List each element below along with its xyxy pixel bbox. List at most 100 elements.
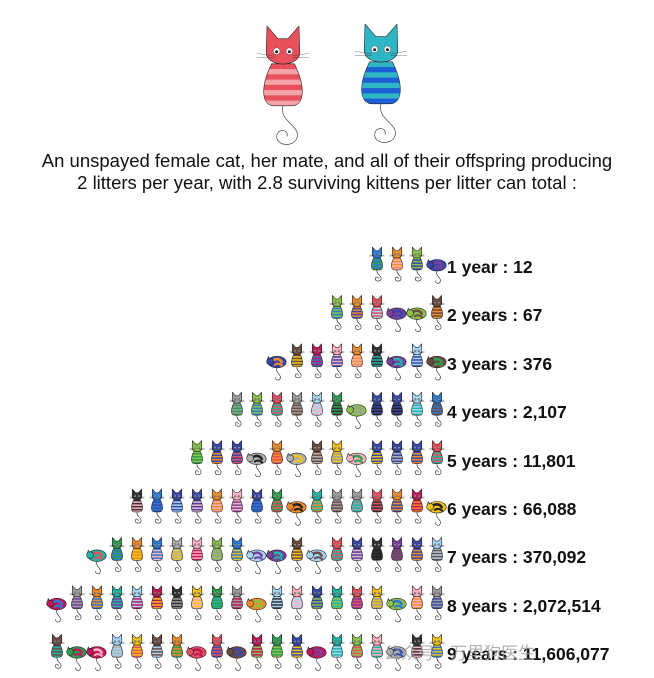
kitten-icon: [209, 537, 225, 572]
row-label-year-4: 4 years : 2,107: [447, 402, 567, 423]
kitten-icon: [369, 440, 385, 475]
kitten-icon: [329, 488, 345, 524]
kitten-icon: [49, 633, 65, 669]
kitten-icon: [129, 488, 145, 524]
kitten-icon: [249, 488, 265, 524]
cat-row-year-5: [189, 440, 445, 478]
kitten-icon: [349, 488, 365, 524]
kitten-icon: [289, 633, 305, 669]
kitten-icon: [249, 633, 265, 669]
kitten-icon: [409, 537, 425, 572]
cat-row-year-2: [329, 295, 445, 332]
kitten-icon: [389, 488, 405, 524]
cat-row-year-4: [229, 391, 445, 429]
kitten-icon: [389, 391, 405, 427]
row-label-year-2: 2 years : 67: [447, 305, 543, 326]
kitten-icon: [409, 343, 425, 379]
kitten-icon: [289, 537, 305, 572]
kitten-icon: [329, 391, 345, 427]
kitten-icon: [369, 537, 385, 572]
kitten-icon: [286, 452, 307, 478]
cat-row-year-6: [129, 488, 447, 526]
kitten-icon: [129, 537, 145, 572]
kitten-icon: [369, 585, 385, 621]
kitten-icon: [389, 537, 405, 572]
kitten-icon: [269, 585, 285, 621]
kitten-icon: [266, 549, 287, 574]
kitten-icon: [266, 355, 287, 381]
kitten-icon: [429, 537, 445, 572]
watermark: 公众号 · 万里狗医生: [384, 644, 536, 663]
kitten-icon: [169, 633, 185, 669]
kitten-icon: [129, 633, 145, 669]
kitten-icon: [309, 488, 325, 524]
kitten-icon: [286, 501, 307, 526]
kitten-icon: [269, 488, 285, 524]
kitten-icon: [289, 343, 305, 379]
kitten-icon: [229, 585, 245, 621]
kitten-icon: [169, 585, 185, 621]
kitten-icon: [209, 585, 225, 621]
kitten-icon: [149, 585, 165, 621]
kitten-icon: [189, 440, 205, 475]
kitten-icon: [349, 343, 365, 379]
kitten-icon: [346, 404, 367, 429]
cat-row-year-9: [49, 633, 445, 671]
kitten-icon: [229, 537, 245, 572]
kitten-icon: [329, 537, 345, 572]
kitten-icon: [386, 355, 407, 381]
kitten-icon: [389, 246, 405, 282]
kitten-icon: [246, 597, 267, 623]
kitten-icon: [409, 633, 425, 669]
kitten-icon: [86, 549, 107, 574]
kitten-icon: [426, 355, 447, 381]
row-label-year-5: 5 years : 11,801: [447, 450, 576, 471]
kitten-icon: [289, 391, 305, 427]
kitten-icon: [369, 343, 385, 379]
kitten-icon: [426, 501, 447, 526]
kitten-icon: [329, 633, 345, 669]
kitten-icon: [269, 633, 285, 669]
row-label-year-6: 6 years : 66,088: [447, 499, 577, 519]
cat-row-year-1: [369, 246, 447, 284]
kitten-icon: [329, 295, 345, 330]
row-label-year-8: 8 years : 2,072,514: [447, 595, 601, 616]
female-cat-icon: [256, 25, 310, 145]
kitten-icon: [389, 440, 405, 475]
caption: An unspayed female cat, her mate, and al…: [0, 150, 654, 194]
row-label-year-1: 1 year : 12: [447, 257, 533, 277]
kitten-icon: [409, 488, 425, 524]
kitten-icon: [169, 537, 185, 572]
kitten-icon: [129, 585, 145, 621]
kitten-icon: [226, 646, 247, 671]
kitten-icon: [429, 440, 445, 475]
kitten-icon: [109, 537, 125, 572]
kitten-icon: [209, 440, 225, 475]
kitten-icon: [69, 585, 85, 621]
kitten-icon: [229, 440, 245, 475]
kitten-icon: [269, 440, 285, 475]
kitten-icon: [229, 391, 245, 427]
kitten-icon: [369, 295, 385, 330]
parent-cats-illustration: [256, 23, 408, 145]
kitten-icon: [429, 295, 445, 330]
kitten-icon: [209, 488, 225, 524]
kitten-icon: [386, 307, 407, 332]
kitten-icon: [429, 391, 445, 427]
cat-row-year-3: [266, 343, 447, 381]
kitten-icon: [369, 246, 385, 282]
kitten-icon: [349, 585, 365, 621]
kitten-icon: [189, 488, 205, 524]
kitten-icon: [189, 585, 205, 621]
kitten-icon: [329, 585, 345, 621]
kitten-icon: [329, 343, 345, 379]
kitten-icon: [406, 307, 427, 332]
row-label-year-7: 7 years : 370,092: [447, 547, 587, 568]
kitten-icon: [149, 537, 165, 572]
kitten-icon: [149, 488, 165, 524]
male-cat-icon: [354, 23, 408, 143]
kitten-icon: [89, 585, 105, 621]
kitten-icon: [349, 537, 365, 572]
kitten-icon: [429, 633, 445, 669]
